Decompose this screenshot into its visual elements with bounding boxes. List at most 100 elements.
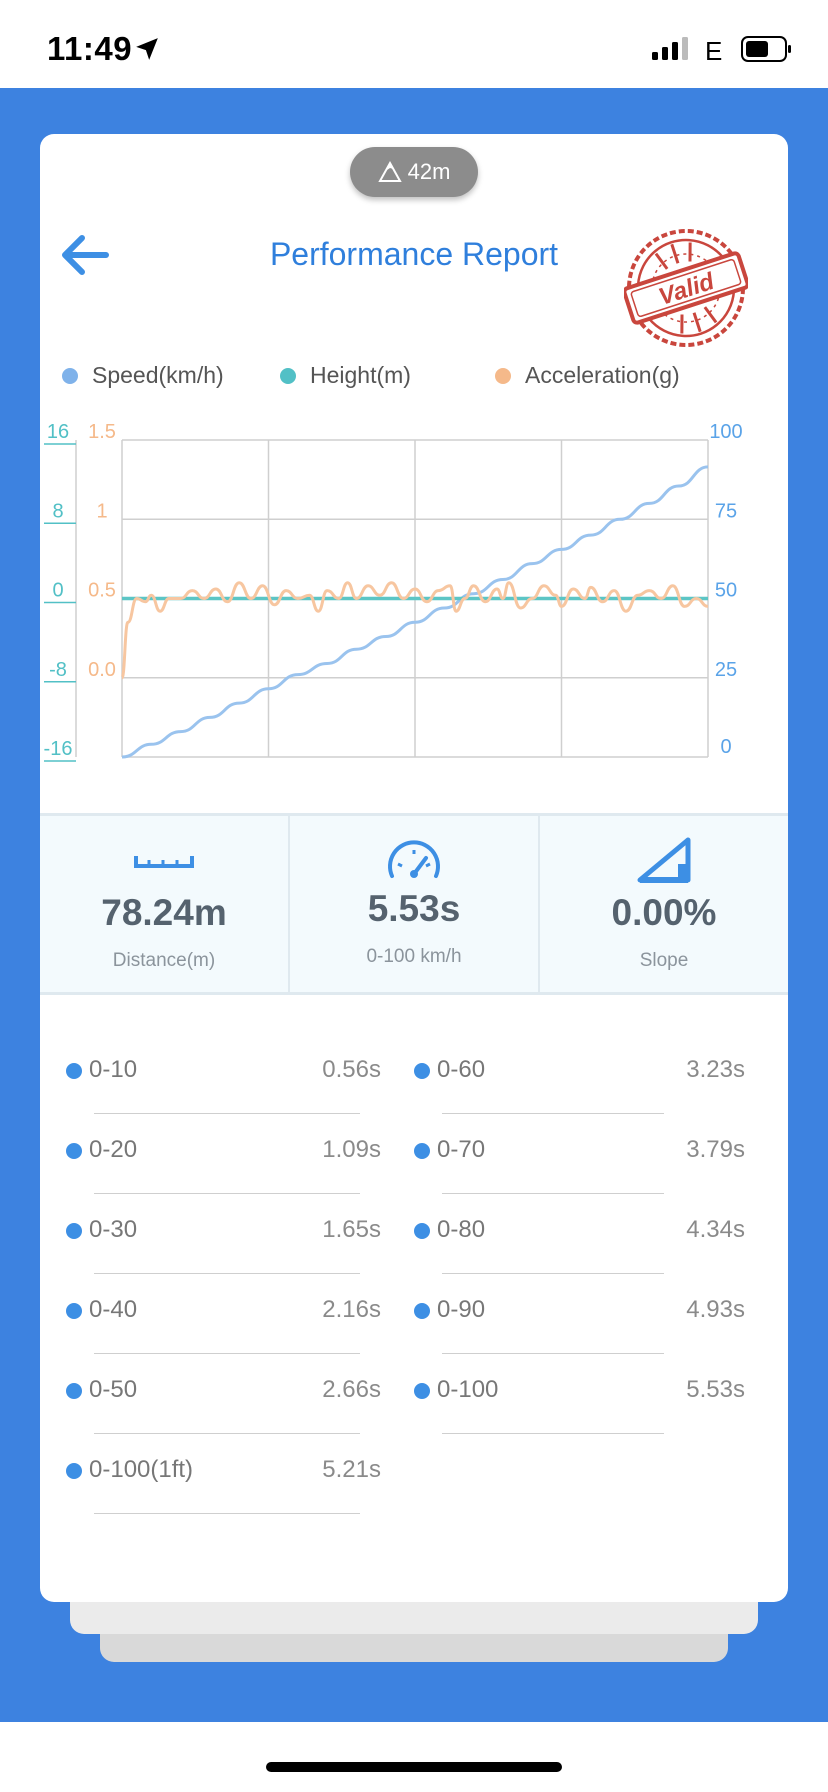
split-label: 0-100(1ft)	[89, 1456, 194, 1483]
bullet-dot-icon	[66, 1223, 82, 1239]
split-label: 0-70	[437, 1136, 486, 1163]
report-card: 42m Performance Report Valid Speed(km/h)…	[40, 134, 788, 1602]
split-time: 1.09s	[322, 1136, 381, 1163]
row-divider	[442, 1353, 664, 1354]
cellular-signal-icon	[652, 37, 688, 60]
stat-slope: 0.00% Slope	[538, 816, 788, 992]
split-row: 0-70 3.79s	[388, 1114, 758, 1194]
ruler-icon	[134, 856, 194, 868]
home-indicator[interactable]	[266, 1762, 562, 1772]
row-divider	[94, 1113, 360, 1114]
distance-value: 78.24m	[101, 892, 227, 933]
legend-dot-acceleration	[495, 367, 511, 384]
bullet-dot-icon	[414, 1143, 430, 1159]
acceleration-tick-label: 1	[96, 500, 107, 522]
legend-dot-speed	[62, 367, 78, 384]
acceleration-tick-label: 0.5	[88, 580, 116, 602]
split-label: 0-80	[437, 1216, 486, 1243]
legend-height: Height(m)	[280, 362, 411, 389]
split-time: 2.16s	[322, 1296, 381, 1323]
bullet-dot-icon	[66, 1143, 82, 1159]
row-divider	[94, 1513, 360, 1514]
row-divider	[442, 1433, 664, 1434]
row-divider	[442, 1193, 664, 1194]
valid-stamp: Valid	[624, 229, 748, 347]
row-divider	[442, 1113, 664, 1114]
split-row: 0-50 2.66s	[40, 1354, 410, 1434]
split-label: 0-50	[89, 1376, 138, 1403]
bullet-dot-icon	[414, 1303, 430, 1319]
distance-label: Distance(m)	[112, 950, 216, 971]
row-divider	[442, 1273, 664, 1274]
bullet-dot-icon	[414, 1223, 430, 1239]
legend-label-speed: Speed(km/h)	[92, 362, 224, 388]
split-row: 0-100(1ft) 5.21s	[40, 1434, 410, 1514]
stats-panel: 78.24m Distance(m) 5.53s 0-100 km/h 0.00…	[40, 813, 788, 995]
legend-acceleration: Acceleration(g)	[495, 362, 680, 389]
performance-chart: 16 8 0 -8 -16 1.5 1 0.5 0.0 100 75 50 25 0	[44, 421, 743, 762]
status-bar: 11:49 E	[0, 0, 828, 88]
bullet-dot-icon	[66, 1383, 82, 1399]
row-divider	[94, 1193, 360, 1194]
battery-icon	[741, 36, 791, 62]
slope-value: 0.00%	[611, 892, 717, 933]
zero-to-100-value: 5.53s	[367, 888, 461, 929]
slope-icon	[637, 837, 691, 883]
bullet-dot-icon	[66, 1463, 82, 1479]
split-row: 0-80 4.34s	[388, 1194, 758, 1274]
location-arrow-icon	[136, 38, 158, 60]
split-time: 4.34s	[686, 1216, 745, 1243]
speed-tick-label: 0	[720, 736, 731, 758]
network-type: E	[705, 36, 723, 66]
split-time: 5.21s	[322, 1456, 381, 1483]
split-row: 0-40 2.16s	[40, 1274, 410, 1354]
split-row: 0-60 3.23s	[388, 1034, 758, 1114]
speed-tick-label: 75	[715, 500, 737, 522]
split-label: 0-90	[437, 1296, 486, 1323]
split-time: 4.93s	[686, 1296, 745, 1323]
zero-to-100-label: 0-100 km/h	[366, 946, 462, 967]
split-label: 0-100	[437, 1376, 499, 1403]
legend-label-acceleration: Acceleration(g)	[525, 362, 680, 388]
stat-acceleration-time: 5.53s 0-100 km/h	[288, 816, 538, 992]
split-label: 0-10	[89, 1056, 138, 1083]
split-label: 0-40	[89, 1296, 138, 1323]
status-time: 11:49	[47, 30, 133, 67]
split-time: 3.79s	[686, 1136, 745, 1163]
split-label: 0-20	[89, 1136, 138, 1163]
speedometer-icon	[388, 840, 440, 878]
split-row: 0-30 1.65s	[40, 1194, 410, 1274]
stat-distance: 78.24m Distance(m)	[40, 816, 288, 992]
altitude-badge: 42m	[350, 147, 478, 197]
split-label: 0-60	[437, 1056, 486, 1083]
legend-dot-height	[280, 367, 296, 384]
speed-tick-label: 25	[715, 659, 737, 681]
mountain-icon	[377, 160, 402, 182]
acceleration-tick-label: 0.0	[88, 659, 116, 681]
legend-label-height: Height(m)	[310, 362, 411, 388]
split-label: 0-30	[89, 1216, 138, 1243]
split-row: 0-20 1.09s	[40, 1114, 410, 1194]
split-time: 2.66s	[322, 1376, 381, 1403]
split-row: 0-100 5.53s	[388, 1354, 758, 1434]
split-row: 0-10 0.56s	[40, 1034, 410, 1114]
speed-tick-label: 50	[715, 580, 737, 602]
speed-tick-label: 100	[709, 421, 742, 443]
legend-speed: Speed(km/h)	[62, 362, 224, 389]
bullet-dot-icon	[414, 1063, 430, 1079]
chart-legend: Speed(km/h) Height(m) Acceleration(g)	[40, 362, 788, 402]
bullet-dot-icon	[66, 1303, 82, 1319]
height-tick-label: 8	[52, 500, 63, 522]
altitude-value: 42m	[407, 159, 451, 184]
height-tick-label: 16	[47, 421, 69, 443]
split-time: 1.65s	[322, 1216, 381, 1243]
row-divider	[94, 1353, 360, 1354]
split-row: 0-90 4.93s	[388, 1274, 758, 1354]
row-divider	[94, 1433, 360, 1434]
back-arrow-icon[interactable]	[56, 226, 114, 284]
split-time: 5.53s	[686, 1376, 745, 1403]
slope-label: Slope	[639, 950, 689, 971]
height-tick-label: 0	[52, 580, 63, 602]
speed-series-line	[121, 465, 709, 759]
split-time: 3.23s	[686, 1056, 745, 1083]
